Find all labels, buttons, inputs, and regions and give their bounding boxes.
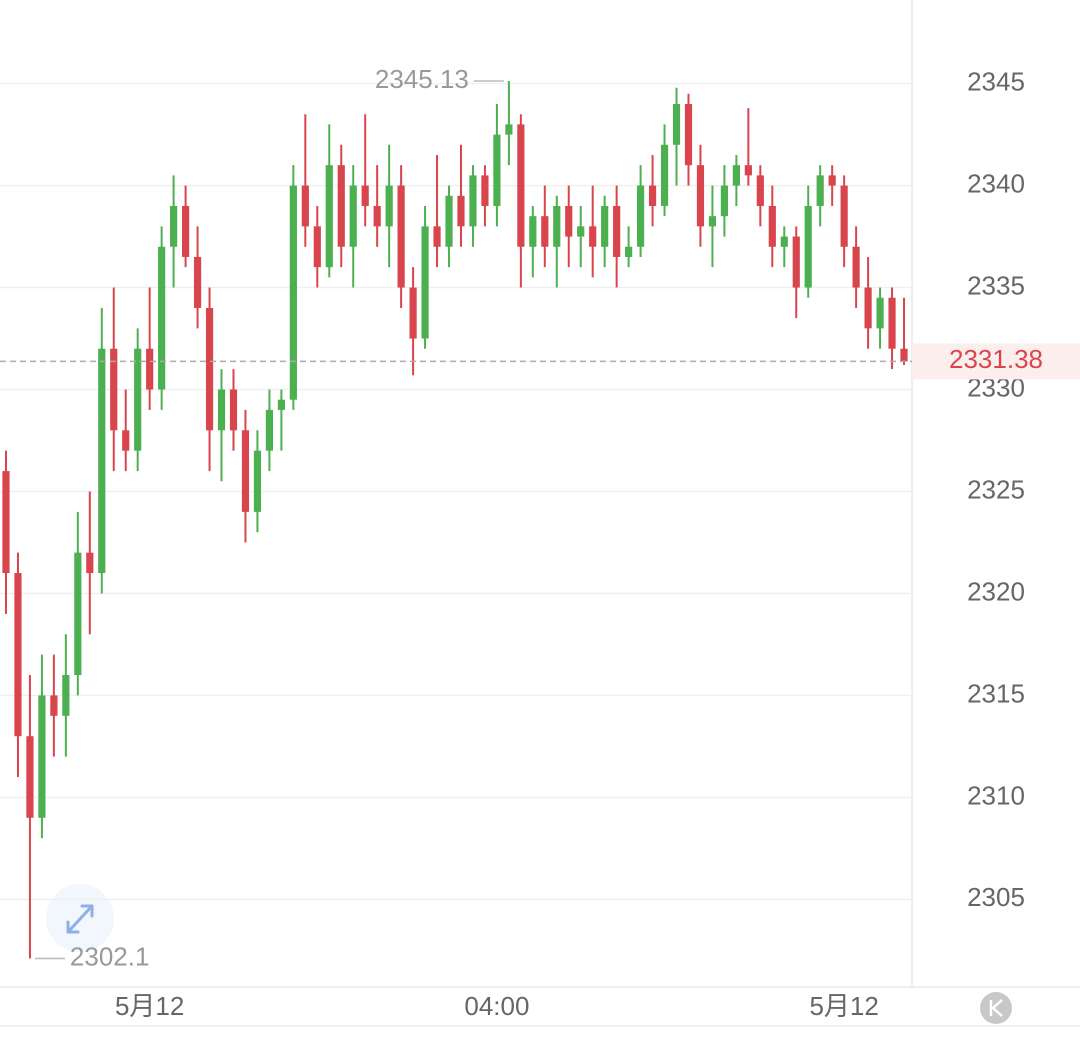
candle-body [301,185,309,227]
candle-body [325,165,333,268]
x-tick-label: 5月12 [809,991,878,1021]
candle-body [74,552,82,676]
candle-body [14,573,22,737]
last-price-box [912,343,1080,380]
candle-body [493,134,501,206]
candle-body [840,185,848,247]
candle-body [732,165,740,186]
y-tick-label: 2305 [967,882,1025,912]
candle-body [122,430,130,451]
candle-body [660,144,669,206]
candle-body [289,185,297,400]
candle-body [86,552,94,574]
candle-body [158,246,166,390]
candle-body [565,205,573,237]
candle-body [864,287,872,329]
candle-body [900,348,908,362]
x-tick-label: 5月12 [115,991,184,1021]
candle-body [38,695,46,818]
expand-button[interactable] [46,884,114,952]
candle-body [469,175,477,227]
max-label: 2345.13 [375,64,469,94]
candle-body [313,226,321,268]
candle-body [589,226,597,247]
candle-body [768,205,776,247]
candle-body [672,104,681,145]
candle-body [481,175,489,206]
candle-body [241,430,250,512]
candle-body [2,471,10,574]
candle-body [421,226,429,339]
candle-body [445,195,453,247]
candle-body [409,287,417,339]
candle-body [804,205,812,288]
candle-body [98,348,106,574]
candle-body [62,675,70,716]
candle-body [529,216,537,247]
x-tick-label: 04:00 [464,991,529,1021]
y-tick-label: 2325 [967,474,1025,504]
candle-body [361,185,369,206]
last-price-label: 2331.38 [949,344,1043,374]
candle-body [852,246,860,288]
candle-body [648,185,657,206]
candle-body [182,205,190,257]
candle-body [229,389,238,431]
candle-body [217,389,226,431]
y-tick-label: 2340 [967,168,1025,198]
candle-body [517,124,525,247]
y-tick-label: 2315 [967,678,1025,708]
min-label: 2302.1 [70,941,150,971]
candle-body [888,297,896,349]
candle-body [684,104,693,166]
candle-body [253,450,262,512]
candle-body [134,348,142,451]
candle-body [277,399,285,410]
candle-body [625,246,633,257]
candle-body [577,226,585,237]
candle-body [505,124,513,135]
candle-body [170,205,178,247]
candle-body [613,205,621,257]
candle-body [349,185,357,247]
candle-body [780,236,788,247]
candle-body [828,175,836,186]
candle-body [433,226,441,247]
candle-body [792,236,800,288]
candle-body [265,409,273,451]
k-button[interactable] [980,992,1012,1024]
y-tick-label: 2335 [967,270,1025,300]
candle-body [397,185,405,288]
candle-body [50,695,58,716]
candle-body [637,185,645,247]
candle-body [756,175,764,206]
candle-body [816,175,824,206]
y-tick-label: 2310 [967,780,1025,810]
candle-body [146,348,154,390]
candle-body [708,216,717,227]
candle-body [601,205,609,247]
candle-body [373,205,381,227]
candle-body [193,256,202,308]
candle-body [110,348,118,431]
y-tick-label: 2320 [967,576,1025,606]
candle-body [337,165,345,247]
candle-body [696,165,705,227]
candle-body [876,297,884,329]
candle-body [457,195,465,227]
candle-body [744,165,752,176]
candle-body [205,307,214,431]
candle-body [541,216,549,247]
y-tick-label: 2345 [967,66,1025,96]
candle-body [385,185,393,227]
candle-body [26,736,34,818]
candle-body [720,185,728,217]
candle-body [553,205,561,247]
